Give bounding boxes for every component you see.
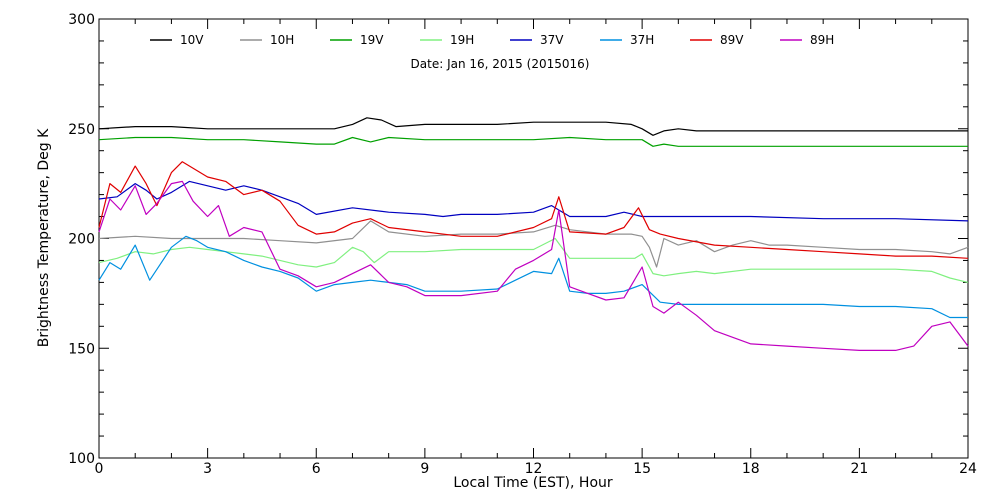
x-tick-label: 3	[203, 461, 212, 477]
y-tick-label: 300	[68, 12, 95, 28]
legend-label: 37H	[630, 33, 654, 47]
y-axis-label: Brightness Temperature, Deg K	[36, 128, 52, 347]
series-line-37V	[99, 181, 968, 221]
y-tick-label: 250	[68, 122, 95, 138]
legend-label: 89V	[720, 33, 744, 47]
legend: 10V 10H 19V 19H 37V 37H 89V 89H	[150, 33, 834, 47]
legend-item-89V: 89V	[690, 33, 744, 47]
legend-label: 10V	[180, 33, 204, 47]
y-tick-label: 200	[68, 232, 95, 248]
y-tick-label: 100	[68, 451, 95, 467]
series-line-89H	[99, 181, 968, 350]
legend-label: 89H	[810, 33, 834, 47]
series-lines	[99, 118, 968, 351]
series-line-10V	[99, 118, 968, 136]
legend-item-19V: 19V	[330, 33, 384, 47]
legend-label: 19V	[360, 33, 384, 47]
series-line-19V	[99, 138, 968, 147]
legend-item-37H: 37H	[600, 33, 654, 47]
legend-item-10V: 10V	[150, 33, 204, 47]
x-tick-label: 9	[420, 461, 429, 477]
x-axis-label: Local Time (EST), Hour	[453, 475, 613, 491]
legend-label: 10H	[270, 33, 294, 47]
x-tick-label: 6	[312, 461, 321, 477]
chart-date-title: Date: Jan 16, 2015 (2015016)	[411, 57, 590, 71]
legend-label: 19H	[450, 33, 474, 47]
y-tick-label: 150	[68, 341, 95, 357]
x-tick-label: 15	[633, 461, 651, 477]
legend-item-19H: 19H	[420, 33, 474, 47]
x-tick-label: 0	[95, 461, 104, 477]
legend-label: 37V	[540, 33, 564, 47]
legend-item-89H: 89H	[780, 33, 834, 47]
series-line-89V	[99, 162, 968, 259]
legend-item-37V: 37V	[510, 33, 564, 47]
x-tick-label: 24	[959, 461, 977, 477]
legend-item-10H: 10H	[240, 33, 294, 47]
x-tick-label: 21	[850, 461, 868, 477]
x-tick-label: 18	[742, 461, 760, 477]
